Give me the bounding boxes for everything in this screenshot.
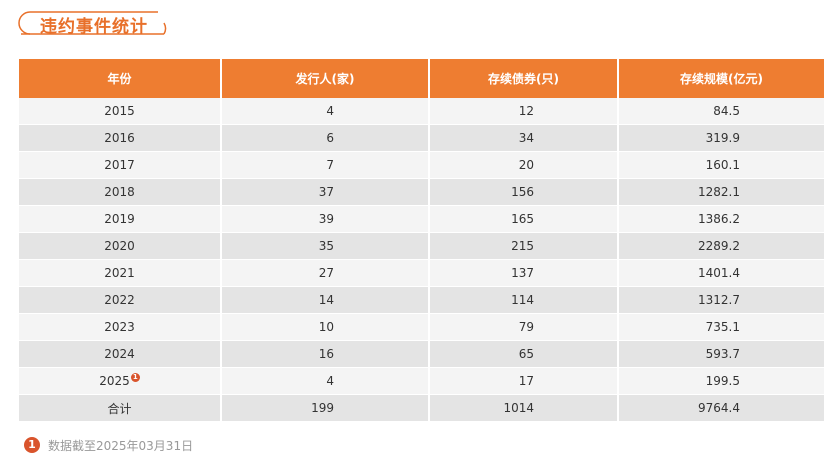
- total-bonds: 1014: [429, 394, 619, 422]
- table-row: 2018 37 156 1282.1: [19, 178, 824, 206]
- footnote-marker-badge: 1: [130, 373, 140, 382]
- cell-scale: 1401.4: [618, 259, 824, 287]
- footnote-marker-icon: 1: [24, 437, 40, 453]
- cell-year: 2016: [19, 124, 222, 152]
- cell-issuers: 37: [221, 178, 430, 206]
- table-row: 2024 16 65 593.7: [19, 340, 824, 368]
- table-row: 2023 10 79 735.1: [19, 313, 824, 341]
- cell-issuers: 35: [221, 232, 430, 260]
- header-issuers: 发行人(家): [221, 59, 430, 98]
- cell-bonds: 20: [429, 151, 619, 179]
- table-row: 2021 27 137 1401.4: [19, 259, 824, 287]
- header-scale: 存续规模(亿元): [618, 59, 824, 98]
- cell-issuers: 14: [221, 286, 430, 314]
- cell-issuers: 16: [221, 340, 430, 368]
- cell-scale: 2289.2: [618, 232, 824, 260]
- cell-year: 2024: [19, 340, 222, 368]
- cell-bonds: 137: [429, 259, 619, 287]
- table-row: 2022 14 114 1312.7: [19, 286, 824, 314]
- cell-year: 2018: [19, 178, 222, 206]
- cell-scale: 199.5: [618, 367, 824, 395]
- total-scale: 9764.4: [618, 394, 824, 422]
- cell-bonds: 114: [429, 286, 619, 314]
- cell-bonds: 34: [429, 124, 619, 152]
- table-row: 2025 1 4 17 199.5: [19, 367, 824, 395]
- cell-year: 2023: [19, 313, 222, 341]
- cell-scale: 319.9: [618, 124, 824, 152]
- cell-year: 2019: [19, 205, 222, 233]
- table-row: 2016 6 34 319.9: [19, 124, 824, 152]
- cell-bonds: 215: [429, 232, 619, 260]
- cell-scale: 1312.7: [618, 286, 824, 314]
- cell-year: 2017: [19, 151, 222, 179]
- cell-year-text: 2025: [99, 374, 130, 388]
- default-stats-table: 年份 发行人(家) 存续债券(只) 存续规模(亿元) 2015 4 12 84.…: [19, 59, 824, 422]
- cell-scale: 84.5: [618, 98, 824, 125]
- cell-bonds: 12: [429, 98, 619, 125]
- cell-issuers: 6: [221, 124, 430, 152]
- cell-bonds: 17: [429, 367, 619, 395]
- cell-scale: 1386.2: [618, 205, 824, 233]
- cell-issuers: 27: [221, 259, 430, 287]
- total-issuers: 199: [221, 394, 430, 422]
- header-bonds: 存续债券(只): [429, 59, 619, 98]
- cell-year: 2022: [19, 286, 222, 314]
- cell-year: 2015: [19, 98, 222, 125]
- table-row: 2020 35 215 2289.2: [19, 232, 824, 260]
- cell-issuers: 4: [221, 98, 430, 125]
- cell-year: 2025 1: [19, 367, 222, 395]
- cell-year: 2021: [19, 259, 222, 287]
- cell-bonds: 156: [429, 178, 619, 206]
- cell-year: 2020: [19, 232, 222, 260]
- cell-scale: 593.7: [618, 340, 824, 368]
- cell-scale: 1282.1: [618, 178, 824, 206]
- cell-scale: 735.1: [618, 313, 824, 341]
- cell-scale: 160.1: [618, 151, 824, 179]
- title-pill-outline: [18, 11, 167, 35]
- table-row: 2019 39 165 1386.2: [19, 205, 824, 233]
- header-year: 年份: [19, 59, 222, 98]
- cell-bonds: 79: [429, 313, 619, 341]
- table-total-row: 合计 199 1014 9764.4: [19, 394, 824, 422]
- cell-issuers: 7: [221, 151, 430, 179]
- section-title: 违约事件统计: [18, 9, 176, 37]
- cell-issuers: 4: [221, 367, 430, 395]
- cell-issuers: 39: [221, 205, 430, 233]
- footnote-text: 数据截至2025年03月31日: [48, 438, 194, 453]
- total-label: 合计: [19, 394, 222, 422]
- footnote: 1 数据截至2025年03月31日: [24, 436, 193, 454]
- page-title: 违约事件统计: [40, 17, 148, 37]
- cell-bonds: 165: [429, 205, 619, 233]
- table-header-row: 年份 发行人(家) 存续债券(只) 存续规模(亿元): [19, 59, 824, 98]
- cell-issuers: 10: [221, 313, 430, 341]
- table-row: 2015 4 12 84.5: [19, 98, 824, 125]
- cell-bonds: 65: [429, 340, 619, 368]
- table-row: 2017 7 20 160.1: [19, 151, 824, 179]
